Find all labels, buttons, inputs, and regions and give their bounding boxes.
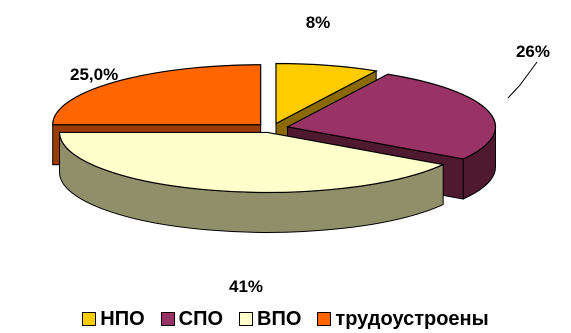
legend-item-2: ВПО xyxy=(239,308,301,331)
leader-lines xyxy=(507,61,538,99)
legend-item-3: трудоустроены xyxy=(317,307,489,331)
legend-item-1: СПО xyxy=(160,307,224,331)
legend-swatch-0 xyxy=(82,312,97,326)
data-label-1: 26% xyxy=(516,42,550,61)
legend-label-0: НПО xyxy=(100,307,145,330)
pie-slice-3 xyxy=(52,64,262,126)
legend-label-2: ВПО xyxy=(257,307,302,330)
legend-label-3: трудоустроены xyxy=(335,307,489,330)
leader-line-1 xyxy=(507,61,538,99)
legend-label-1: СПО xyxy=(178,307,224,330)
data-label-0: 8% xyxy=(306,13,331,32)
pie-slice-2 xyxy=(58,131,446,194)
pie-slice-0 xyxy=(275,62,379,125)
data-label-2: 41% xyxy=(229,277,263,296)
data-labels: 8% 26% 41% 25,0% xyxy=(70,13,550,296)
legend: НПО СПО ВПО трудоустроены xyxy=(0,306,571,332)
legend-swatch-3 xyxy=(317,312,332,326)
legend-swatch-2 xyxy=(239,312,254,326)
data-label-3: 25,0% xyxy=(70,65,118,84)
legend-swatch-1 xyxy=(160,312,175,326)
pie-slice-1 xyxy=(285,73,497,160)
slice-tops xyxy=(52,62,497,194)
legend-item-0: НПО xyxy=(82,307,145,331)
